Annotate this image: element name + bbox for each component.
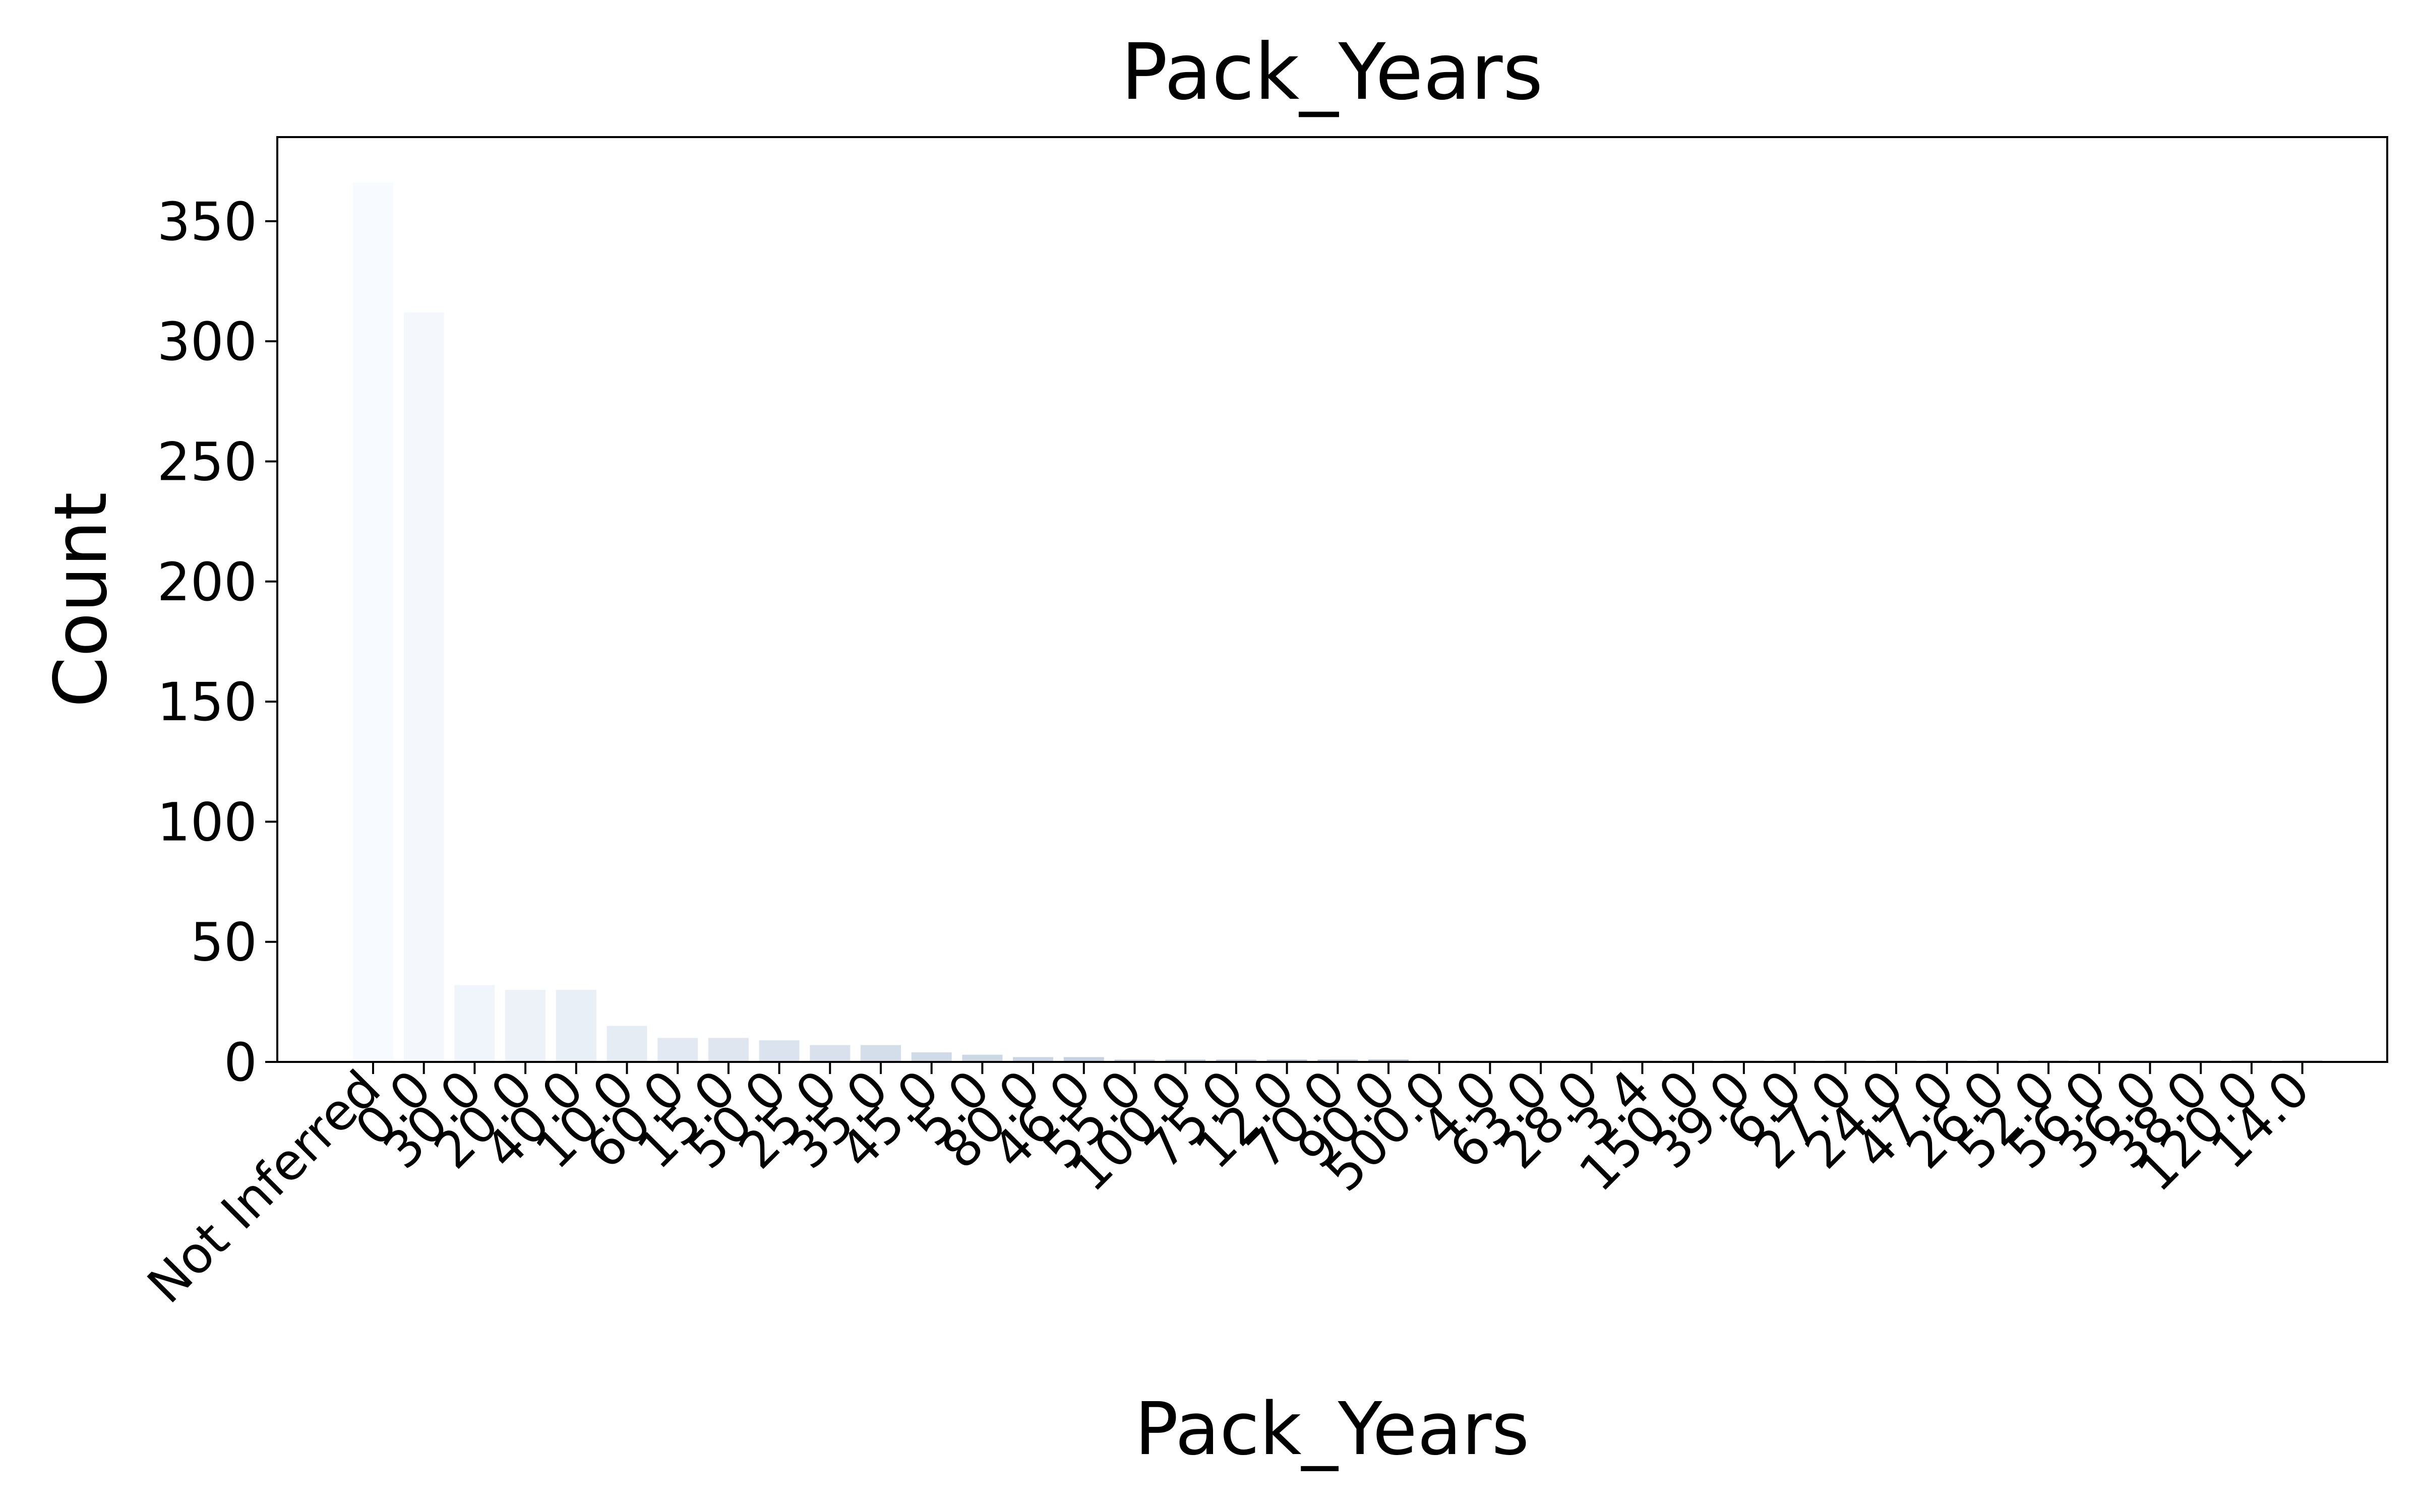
bar [454,985,495,1062]
bar [861,1045,901,1062]
bar [1368,1059,1409,1062]
bar [1013,1057,1054,1062]
plot-frame [276,136,2388,1063]
y-tick-label: 250 [157,431,257,492]
bars-group [353,182,2323,1062]
bar [556,990,596,1062]
bar [1063,1057,1104,1062]
bar [1114,1059,1155,1062]
y-tick-label: 300 [157,311,257,372]
y-tick-label: 150 [157,671,257,733]
bar [353,182,393,1062]
bar [708,1038,749,1062]
y-tick-label: 0 [224,1032,257,1093]
bar [607,1026,647,1062]
bar [403,312,444,1062]
bar [810,1045,851,1062]
y-tick-label: 200 [157,551,257,613]
bar [759,1040,800,1062]
bar [962,1054,1003,1062]
bar [911,1052,952,1062]
bar [1266,1059,1307,1062]
x-axis-label: Pack_Years [1134,1387,1529,1471]
y-tick-label: 350 [157,191,257,253]
y-tick-label: 100 [157,791,257,853]
chart-title: Pack_Years [1121,27,1543,117]
bar [1317,1059,1358,1062]
bar [1216,1059,1256,1062]
bar [1165,1059,1206,1062]
bar [505,990,546,1062]
y-axis-label: Count [38,492,123,708]
y-tick-label: 50 [191,912,257,973]
y-axis: 0 50 100 150 200 250 300 350 [157,191,277,1093]
bar [657,1038,698,1062]
